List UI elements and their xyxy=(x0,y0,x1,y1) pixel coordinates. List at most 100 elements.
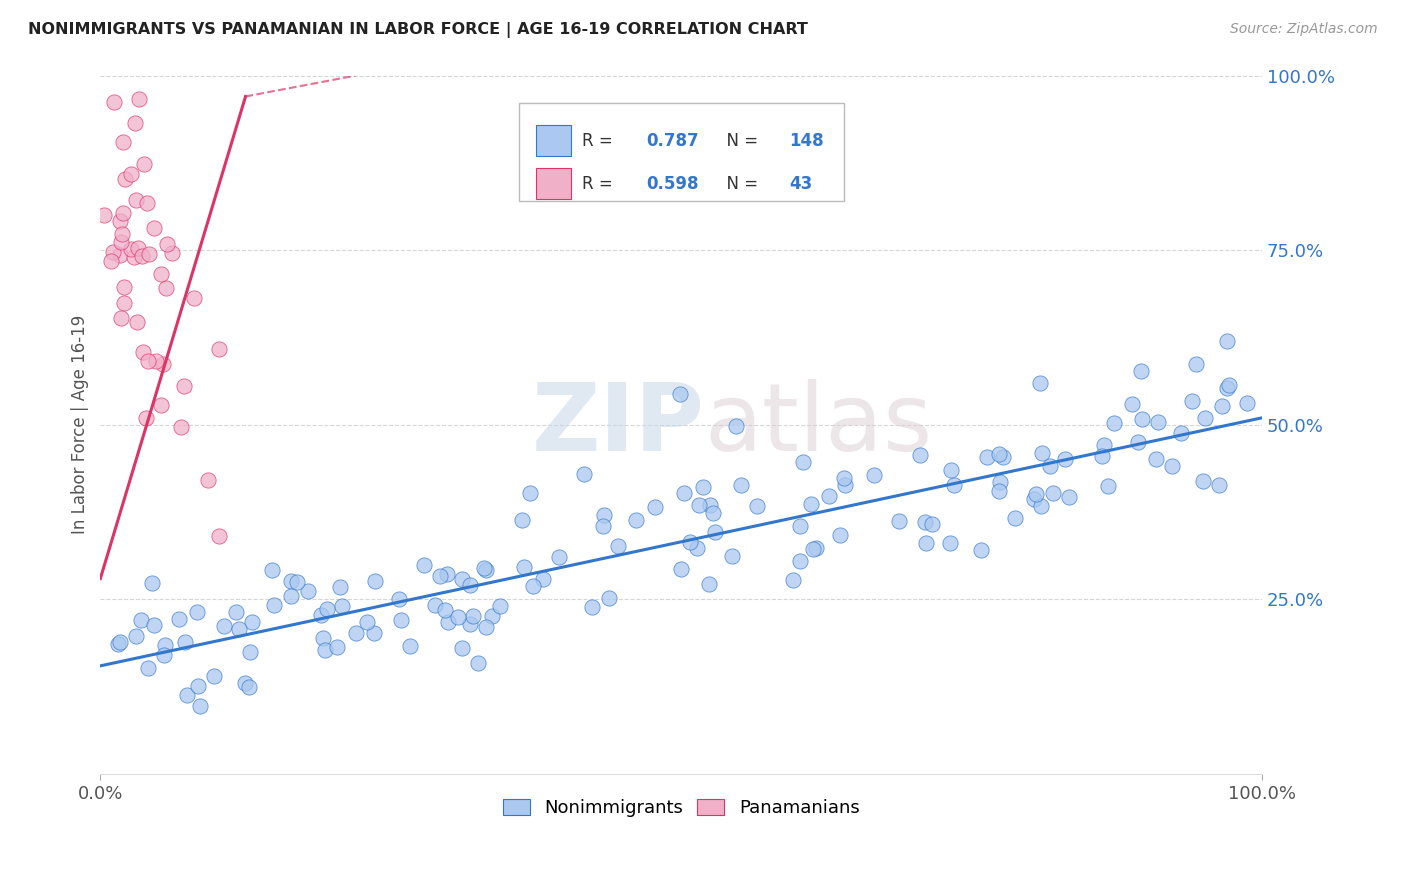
Point xyxy=(572,467,595,481)
Point xyxy=(111,136,134,150)
Point xyxy=(475,620,498,634)
Point xyxy=(626,513,648,527)
Point xyxy=(314,642,336,657)
Point xyxy=(1185,357,1208,371)
Point xyxy=(915,536,938,550)
Point xyxy=(143,617,166,632)
Point xyxy=(160,246,183,260)
Text: R =: R = xyxy=(582,175,619,193)
Point xyxy=(155,281,177,295)
FancyBboxPatch shape xyxy=(519,103,844,202)
Point xyxy=(128,92,150,106)
Point xyxy=(782,573,804,587)
Point xyxy=(914,516,936,530)
Point xyxy=(364,574,387,588)
Point xyxy=(747,499,769,513)
Point xyxy=(581,599,603,614)
Point xyxy=(114,171,136,186)
Point xyxy=(197,473,219,487)
Text: 0.787: 0.787 xyxy=(647,132,699,150)
Point xyxy=(475,563,498,577)
Point xyxy=(832,471,855,485)
Point xyxy=(447,609,470,624)
Text: R =: R = xyxy=(582,132,619,150)
Point xyxy=(124,115,146,129)
Point xyxy=(1181,394,1204,409)
Point xyxy=(921,517,943,532)
Point xyxy=(450,641,472,656)
Point xyxy=(238,680,260,694)
Point xyxy=(1004,511,1026,525)
Point xyxy=(834,478,856,492)
Point xyxy=(724,418,747,433)
Point xyxy=(262,563,284,577)
Point xyxy=(398,639,420,653)
Point xyxy=(598,591,620,606)
Point xyxy=(174,635,197,649)
Bar xyxy=(536,168,571,200)
Point xyxy=(519,485,541,500)
Legend: Nonimmigrants, Panamanians: Nonimmigrants, Panamanians xyxy=(495,792,868,824)
Point xyxy=(108,635,131,649)
Point xyxy=(225,605,247,619)
Point xyxy=(1208,478,1230,492)
Point xyxy=(437,615,460,629)
Point xyxy=(240,615,263,629)
Point xyxy=(1053,452,1076,467)
Point xyxy=(132,157,155,171)
Point xyxy=(136,196,159,211)
Point xyxy=(1146,415,1168,429)
Point xyxy=(800,497,823,511)
Point xyxy=(730,477,752,491)
Point xyxy=(150,267,173,281)
Point xyxy=(1031,446,1053,460)
Point xyxy=(704,524,727,539)
Bar xyxy=(536,125,571,156)
Point xyxy=(167,612,190,626)
Point xyxy=(1216,334,1239,348)
Point xyxy=(436,566,458,581)
Point xyxy=(228,622,250,636)
Point xyxy=(1121,397,1143,411)
Point xyxy=(592,518,614,533)
Point xyxy=(451,572,474,586)
Point xyxy=(156,237,179,252)
Point xyxy=(942,478,965,492)
Y-axis label: In Labor Force | Age 16-19: In Labor Force | Age 16-19 xyxy=(72,315,89,534)
Point xyxy=(93,208,115,222)
Point xyxy=(988,475,1011,490)
Point xyxy=(1057,490,1080,504)
Point xyxy=(1192,474,1215,488)
Point xyxy=(1211,399,1233,413)
Point xyxy=(233,675,256,690)
Point xyxy=(100,254,122,268)
Point xyxy=(239,645,262,659)
Point xyxy=(1216,381,1239,395)
Point xyxy=(214,619,236,633)
Point xyxy=(460,617,482,632)
Point xyxy=(309,607,332,622)
Point xyxy=(127,241,149,255)
Point xyxy=(112,296,135,310)
Point xyxy=(993,450,1015,465)
Point xyxy=(145,354,167,368)
Point xyxy=(125,315,148,329)
Point xyxy=(679,535,702,549)
Point xyxy=(170,420,193,434)
Point xyxy=(363,625,385,640)
Point xyxy=(150,398,173,412)
Point xyxy=(1161,458,1184,473)
Point xyxy=(644,500,666,514)
Point xyxy=(1091,450,1114,464)
Point xyxy=(467,656,489,670)
Point xyxy=(804,541,827,556)
Point xyxy=(190,699,212,714)
Point xyxy=(136,354,159,368)
Point xyxy=(326,640,349,654)
Point xyxy=(344,626,367,640)
Point xyxy=(429,569,451,583)
Point xyxy=(1097,478,1119,492)
Text: atlas: atlas xyxy=(704,379,932,471)
Point xyxy=(1042,486,1064,500)
Point xyxy=(1194,411,1216,425)
